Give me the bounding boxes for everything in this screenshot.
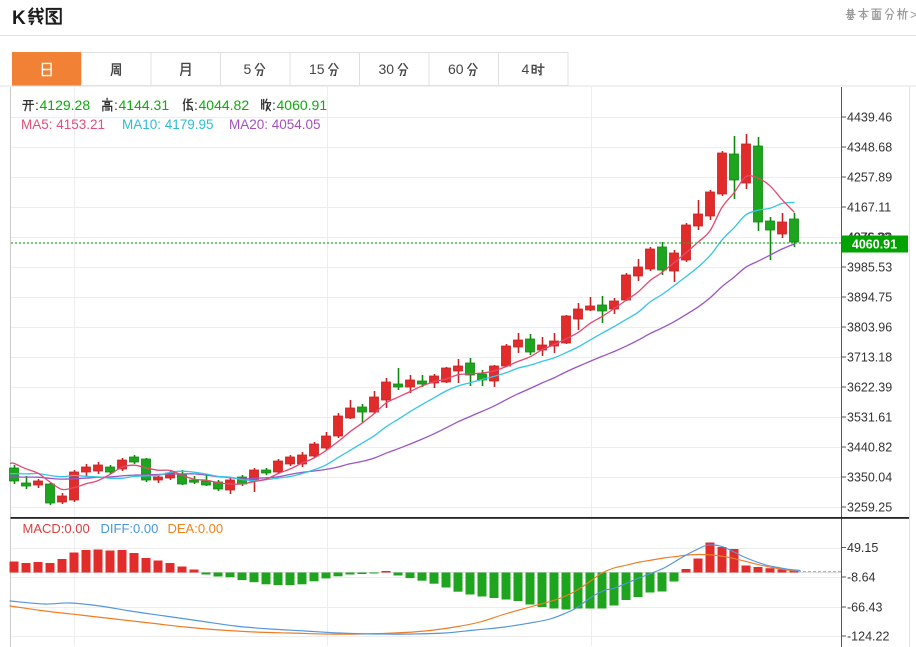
svg-text::: : [114,97,118,113]
svg-text::: : [272,97,276,113]
svg-text:4129.28: 4129.28 [40,97,91,113]
svg-text:4348.68: 4348.68 [847,141,892,155]
svg-text:-8.64: -8.64 [847,571,876,585]
svg-text:MA10: 4179.95: MA10: 4179.95 [122,117,214,132]
svg-text:15: 15 [309,61,325,77]
svg-text:>: > [910,8,916,22]
svg-text:3440.82: 3440.82 [847,441,892,455]
svg-text:3985.53: 3985.53 [847,261,892,275]
svg-text:4: 4 [522,61,530,77]
svg-text:3713.18: 3713.18 [847,351,892,365]
svg-text:4144.31: 4144.31 [119,97,170,113]
svg-text:60: 60 [448,61,464,77]
svg-text:4060.91: 4060.91 [852,238,897,252]
svg-text:4257.89: 4257.89 [847,171,892,185]
svg-text:MA5: 4153.21: MA5: 4153.21 [21,117,105,132]
svg-text:4044.82: 4044.82 [199,97,250,113]
svg-text:DIFF:0.00: DIFF:0.00 [101,521,159,536]
svg-text:3531.61: 3531.61 [847,411,892,425]
svg-text:-66.43: -66.43 [847,601,882,615]
svg-text:30: 30 [379,61,395,77]
svg-text:K: K [12,8,26,29]
svg-text:MA20: 4054.05: MA20: 4054.05 [229,117,321,132]
svg-text:3894.75: 3894.75 [847,291,892,305]
svg-text:3350.04: 3350.04 [847,471,892,485]
svg-text:DEA:0.00: DEA:0.00 [168,521,224,536]
svg-text:4167.11: 4167.11 [847,201,891,215]
svg-text:4439.46: 4439.46 [847,111,892,125]
svg-text:-124.22: -124.22 [847,630,889,644]
svg-text:5: 5 [244,61,252,77]
svg-text:3622.39: 3622.39 [847,381,892,395]
svg-text:MACD:0.00: MACD:0.00 [23,521,90,536]
svg-text:3803.96: 3803.96 [847,321,892,335]
svg-text:4060.91: 4060.91 [277,97,328,113]
svg-text:49.15: 49.15 [847,541,878,555]
svg-text::: : [194,97,198,113]
svg-text::: : [35,97,39,113]
svg-text:3259.25: 3259.25 [847,501,892,515]
